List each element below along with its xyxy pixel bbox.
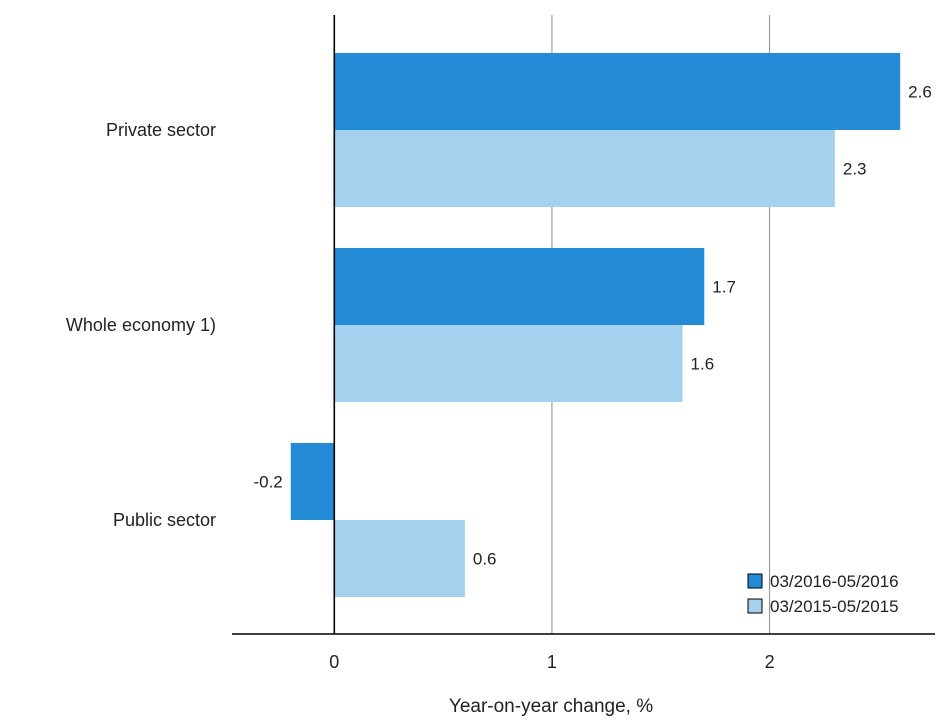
legend-label-1: 03/2015-05/2015 [770, 597, 899, 616]
category-labels: Private sector Whole economy 1) Public sec… [66, 120, 216, 530]
legend-swatch-1 [747, 598, 763, 614]
data-labels: 2.6 2.3 1.7 1.6 -0.2 0.6 [253, 83, 931, 569]
x-tick-label-1: 1 [547, 652, 557, 672]
legend: 03/2016-05/2016 03/2015-05/2015 [747, 572, 899, 616]
x-axis-title: Year-on-year change, % [449, 696, 653, 717]
data-label-0-1: 2.3 [843, 160, 867, 179]
bar-1-1 [334, 325, 683, 402]
data-label-2-0: -0.2 [253, 473, 282, 492]
data-label-2-1: 0.6 [473, 550, 497, 569]
legend-swatch-0 [747, 573, 763, 589]
data-label-0-0: 2.6 [908, 83, 932, 102]
bar-2-0 [290, 443, 335, 520]
legend-label-0: 03/2016-05/2016 [770, 572, 899, 591]
bar-1-0 [334, 248, 705, 325]
bar-0-1 [334, 130, 835, 207]
bars [290, 53, 901, 597]
bar-2-1 [334, 520, 465, 597]
category-label-2: Public sector [113, 510, 216, 530]
category-label-1: Whole economy 1) [66, 315, 216, 335]
axes [232, 15, 935, 635]
x-tick-labels: 0 1 2 [329, 652, 774, 672]
x-tick-label-2: 2 [765, 652, 775, 672]
bar-0-0 [334, 53, 901, 130]
data-label-1-1: 1.6 [691, 355, 715, 374]
data-label-1-0: 1.7 [712, 278, 736, 297]
category-label-0: Private sector [106, 120, 216, 140]
x-tick-label-0: 0 [329, 652, 339, 672]
